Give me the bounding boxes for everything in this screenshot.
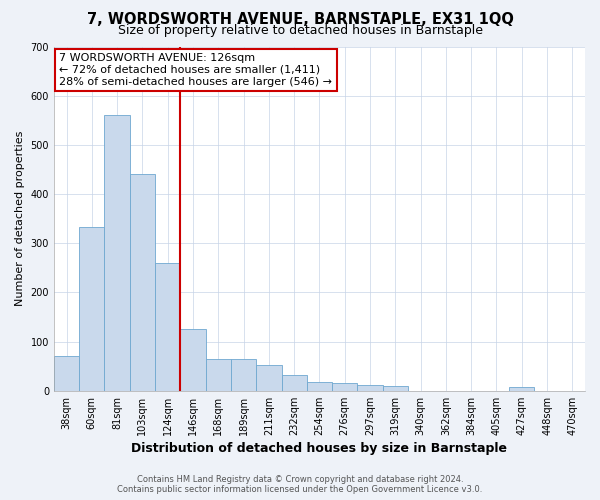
X-axis label: Distribution of detached houses by size in Barnstaple: Distribution of detached houses by size …: [131, 442, 508, 455]
Text: 7 WORDSWORTH AVENUE: 126sqm
← 72% of detached houses are smaller (1,411)
28% of : 7 WORDSWORTH AVENUE: 126sqm ← 72% of det…: [59, 54, 332, 86]
Text: Contains HM Land Registry data © Crown copyright and database right 2024.
Contai: Contains HM Land Registry data © Crown c…: [118, 474, 482, 494]
Bar: [383, 386, 408, 391]
Bar: [332, 384, 358, 391]
Bar: [281, 374, 307, 391]
Bar: [231, 359, 256, 391]
Bar: [256, 365, 281, 391]
Bar: [155, 263, 181, 391]
Text: Size of property relative to detached houses in Barnstaple: Size of property relative to detached ho…: [118, 24, 482, 37]
Bar: [358, 385, 383, 391]
Bar: [130, 174, 155, 391]
Bar: [509, 388, 535, 391]
Y-axis label: Number of detached properties: Number of detached properties: [15, 131, 25, 306]
Bar: [79, 227, 104, 391]
Text: 7, WORDSWORTH AVENUE, BARNSTAPLE, EX31 1QQ: 7, WORDSWORTH AVENUE, BARNSTAPLE, EX31 1…: [86, 12, 514, 28]
Bar: [181, 330, 206, 391]
Bar: [104, 116, 130, 391]
Bar: [206, 359, 231, 391]
Bar: [307, 382, 332, 391]
Bar: [54, 356, 79, 391]
